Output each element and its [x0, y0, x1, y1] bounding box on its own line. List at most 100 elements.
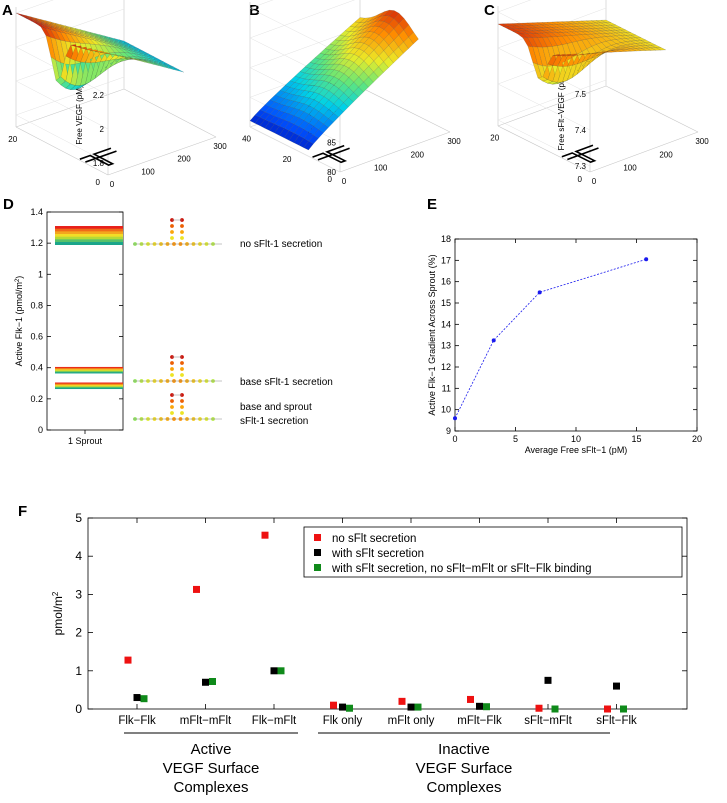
flk-band-stripe: [55, 234, 123, 237]
data-point: [202, 678, 209, 686]
y-tick-label: 40: [242, 135, 251, 144]
y-tick-label: 4: [75, 549, 82, 563]
data-point: [414, 703, 422, 711]
x-tick-label: 15: [631, 434, 641, 444]
x-tick-label: Flk−mFlt: [252, 715, 297, 727]
x-tick-label: 0: [342, 177, 347, 186]
x-tick-label: mFlt only: [388, 715, 435, 727]
data-point: [270, 667, 278, 675]
y-tick-label: 0: [578, 175, 583, 184]
data-point: [407, 703, 415, 711]
data-point: [193, 585, 200, 593]
annotation-no-secretion: no sFlt-1 secretion: [240, 239, 322, 250]
z-tick-label: 80: [327, 168, 336, 177]
y-tick-label: 11: [442, 383, 451, 393]
annotation-base-secretion: base sFlt-1 secretion: [240, 377, 333, 388]
data-point: [398, 697, 406, 705]
x-tick-label: Flk only: [323, 715, 363, 727]
data-point: [544, 676, 552, 684]
legend-marker: [314, 534, 321, 541]
data-point: [551, 705, 559, 713]
sprout-tip-node: [170, 405, 174, 409]
data-point: [620, 705, 627, 713]
sprout-tip-node: [180, 230, 184, 234]
sprout-tip-node: [180, 367, 184, 371]
z-tick-label: 7.3: [575, 162, 587, 171]
sprout-tip-node: [170, 224, 174, 228]
sprout-tip-node: [170, 367, 174, 371]
y-tick-label: 0: [75, 702, 82, 716]
data-point: [476, 702, 483, 710]
grid-line: [249, 0, 341, 54]
sprout-outline: [317, 147, 350, 161]
z-tick-label: 2: [100, 125, 105, 134]
data-point: [209, 677, 216, 685]
axis-line: [589, 131, 699, 173]
flk-band-stripe: [55, 370, 123, 372]
x-tick-label: 10: [571, 434, 581, 444]
flk-band-stripe: [55, 386, 123, 388]
x-tick-label: sFlt−Flk: [596, 715, 637, 727]
panel-label-f: F: [18, 503, 28, 520]
y-axis-label-superscript: 2: [15, 278, 21, 282]
x-tick-label: 100: [141, 167, 155, 176]
group-label-line: Complexes: [173, 779, 248, 796]
z-axis-label: Free VEGF (pM): [75, 85, 84, 144]
y-tick-label: 5: [75, 511, 82, 525]
legend-label: with sFlt secretion, no sFlt−mFlt or sFl…: [331, 563, 591, 575]
surface-patch: [408, 31, 419, 44]
data-point: [346, 704, 353, 712]
legend-label: no sFlt secretion: [332, 533, 416, 545]
x-tick-label: 1 Sprout: [68, 436, 103, 446]
data-point: [330, 701, 337, 709]
data-point: [604, 705, 611, 713]
z-tick-label: 2.2: [93, 91, 105, 100]
y-tick-label: 13: [441, 341, 451, 351]
flk-band-stripe: [55, 242, 123, 245]
panel-label-a: A: [2, 2, 13, 19]
flk-band-stripe: [55, 382, 123, 384]
x-tick-label: 20: [692, 434, 702, 444]
sprout-tip-node: [170, 230, 174, 234]
panel-f-chart: 0 1 2 3 4 5 pmol/m2 Flk−Flk mFlt−mFlt Flk−mFlt Flk…: [51, 511, 688, 796]
flk-band-stripe: [55, 226, 123, 229]
sprout-tip-node: [180, 224, 184, 228]
panel-e-chart: 9 10 11 12 13 14 15 16 17 18 0 5 10 15 20 Average Free …: [427, 234, 702, 455]
grid-line: [15, 76, 125, 164]
y-axis-label: Active Flk−1 (pmol/m2): [14, 276, 24, 367]
surface-patch: [173, 68, 184, 73]
data-point: [467, 695, 474, 703]
sprout-schematic-no-secretion: [133, 218, 222, 246]
y-tick-label: 16: [441, 277, 451, 287]
y-tick-label: 1.2: [30, 238, 43, 248]
z-tick-label: 85: [327, 138, 336, 147]
y-tick-label: 9: [446, 426, 451, 436]
z-tick-label: 7.4: [575, 126, 587, 135]
data-point: [613, 682, 620, 690]
x-tick-label: sFlt−mFlt: [524, 715, 572, 727]
axis-line: [107, 136, 217, 176]
flk-band-stripe: [55, 367, 123, 370]
data-point: [453, 416, 457, 421]
x-tick-label: 0: [110, 180, 115, 189]
sprout-schematic-base-secretion: [133, 355, 222, 383]
group-label-line: VEGF Surface: [163, 760, 260, 777]
annotation-sprout-secretion: sFlt-1 secretion: [240, 416, 308, 427]
sprout-outline: [312, 144, 348, 164]
panel-label-e: E: [427, 196, 438, 213]
y-axis-label-end: ): [14, 276, 24, 279]
axis-line: [339, 131, 451, 173]
flk-band-stripe: [55, 369, 123, 371]
y-tick-label: 0: [38, 425, 43, 435]
flk-band-stripe: [55, 384, 123, 386]
sprout-tip-node: [180, 405, 184, 409]
group-label-line: Inactive: [438, 741, 490, 758]
axis-line: [15, 88, 125, 128]
y-tick-label: 0.4: [30, 363, 43, 373]
flk-band-stripe: [55, 231, 123, 235]
flk-band-stripe: [55, 228, 123, 232]
y-tick-label: 0.6: [30, 332, 43, 342]
y-tick-label: 12: [441, 362, 451, 372]
y-tick-label: 20: [283, 155, 292, 164]
plot-frame: [46, 211, 124, 431]
